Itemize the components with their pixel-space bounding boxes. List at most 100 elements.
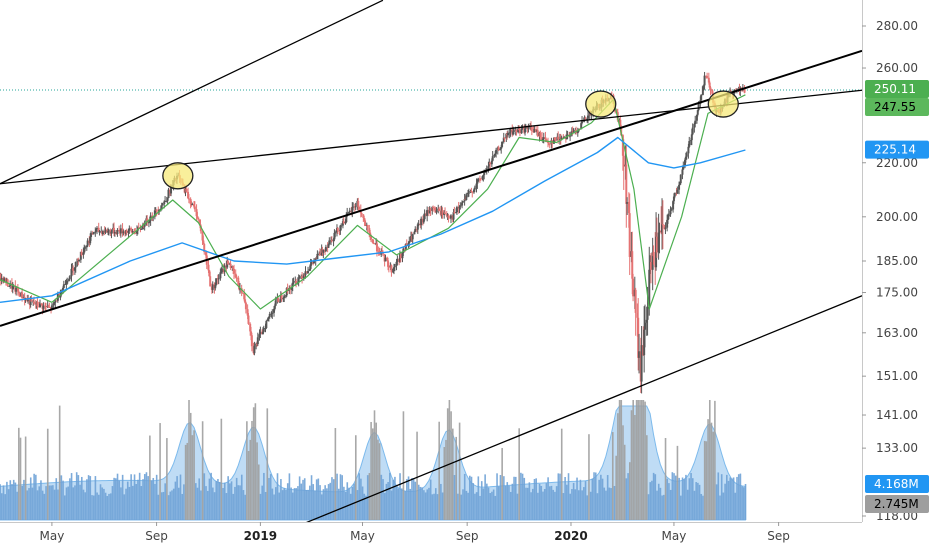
candle-body xyxy=(541,138,544,141)
candle-body xyxy=(548,143,551,145)
candle-body xyxy=(250,331,253,336)
y-tick-label: 175.00 xyxy=(876,286,918,300)
candle-body xyxy=(261,331,264,335)
candle-body xyxy=(333,232,336,240)
candle-body xyxy=(204,252,207,256)
candle-body xyxy=(678,184,681,190)
volume-bar xyxy=(324,485,326,520)
candle-body xyxy=(86,240,89,246)
volume-bar xyxy=(404,490,406,520)
candle-body xyxy=(685,153,688,157)
candle-body xyxy=(473,187,476,190)
volume-bar xyxy=(123,494,126,520)
candle-body xyxy=(524,128,527,133)
candle-body xyxy=(238,288,241,290)
volume-bar xyxy=(625,478,628,520)
candle-body xyxy=(443,212,446,216)
volume-bar xyxy=(208,478,211,520)
candle-body xyxy=(220,272,223,274)
candle-body xyxy=(413,231,416,235)
x-tick-label: May xyxy=(350,529,375,543)
volume-bar xyxy=(549,486,551,520)
volume-bar xyxy=(65,487,68,520)
volume-bar xyxy=(21,485,24,520)
candle-body xyxy=(634,289,637,313)
volume-bar xyxy=(121,474,124,520)
volume-bar xyxy=(586,495,589,520)
candle-body xyxy=(327,244,330,248)
volume-bar xyxy=(157,494,160,520)
candle-body xyxy=(90,232,93,238)
trendline xyxy=(0,0,384,185)
candle-body xyxy=(684,156,687,160)
candle-body xyxy=(62,284,65,288)
volume-bar xyxy=(346,482,349,520)
candle-body xyxy=(163,201,166,205)
candle-body xyxy=(494,153,497,155)
volume-bar xyxy=(138,472,141,520)
candle-body xyxy=(658,230,661,233)
time-axis[interactable]: May Sep 2019 May Sep 2020 May Sep xyxy=(0,522,862,550)
volume-bar xyxy=(431,494,434,520)
candle-body xyxy=(285,287,288,296)
volume-bar xyxy=(98,494,100,520)
volume-bar xyxy=(213,492,216,520)
volume-bar xyxy=(383,492,386,520)
volume-bar xyxy=(617,413,619,520)
volume-bar xyxy=(23,479,25,520)
candle-body xyxy=(67,279,70,281)
candle-body xyxy=(646,306,649,320)
candle-body xyxy=(404,248,407,250)
candle-body xyxy=(584,118,587,120)
volume-bar xyxy=(521,473,524,520)
volume-bar xyxy=(336,473,338,520)
candle-body xyxy=(625,164,628,204)
volume-bar xyxy=(6,481,8,520)
volume-bar xyxy=(356,490,359,520)
candle-body xyxy=(396,259,399,262)
volume-bar xyxy=(82,489,85,520)
candle-body xyxy=(338,230,341,232)
volume-bar xyxy=(640,400,643,520)
candle-body xyxy=(520,128,523,134)
candle-body xyxy=(282,298,285,300)
volume-bar xyxy=(72,487,75,520)
candle-body xyxy=(384,257,387,262)
candle-body xyxy=(85,245,88,248)
candle-body xyxy=(652,251,655,257)
volume-bar xyxy=(744,483,747,520)
candle-body xyxy=(495,149,498,154)
volume-bar xyxy=(292,492,294,520)
volume-bar xyxy=(370,421,372,520)
volume-bar xyxy=(196,487,199,520)
volume-bar xyxy=(246,421,248,520)
candle-body xyxy=(80,251,83,255)
volume-bar xyxy=(31,487,34,520)
candle-body xyxy=(339,225,342,231)
candle-body xyxy=(622,155,625,167)
volume-bar xyxy=(411,477,413,520)
volume-bar xyxy=(276,473,279,520)
volume-bar xyxy=(639,400,641,520)
candle-body xyxy=(273,308,276,313)
candle-body xyxy=(308,268,311,271)
volume-bar xyxy=(186,442,189,520)
candle-body xyxy=(447,215,450,218)
volume-bar xyxy=(104,492,107,520)
volume-bar xyxy=(554,491,556,520)
candle-body xyxy=(661,224,664,233)
volume-bar xyxy=(657,483,660,520)
volume-badge-bg xyxy=(865,475,929,493)
candle-body xyxy=(368,228,371,233)
volume-bar xyxy=(43,493,46,520)
candle-body xyxy=(539,132,542,138)
candle-body xyxy=(264,327,267,329)
volume-bar xyxy=(327,484,330,520)
volume-bar xyxy=(16,491,18,520)
volume-bar xyxy=(588,434,590,520)
volume-bar xyxy=(200,490,202,520)
candle-body xyxy=(328,240,331,245)
volume-bar xyxy=(142,479,144,520)
volume-bar xyxy=(501,448,503,520)
